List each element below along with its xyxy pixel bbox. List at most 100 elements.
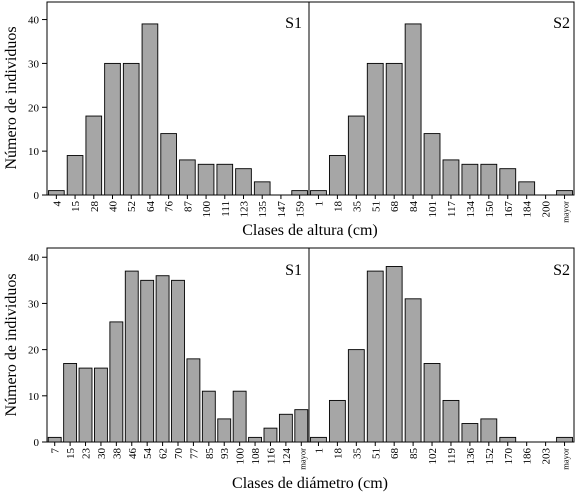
bar xyxy=(217,418,232,443)
bar xyxy=(404,23,422,196)
bar xyxy=(94,367,108,443)
panel-tag-top-right: S2 xyxy=(553,15,570,32)
x-tick-label: 117 xyxy=(446,201,458,218)
panel-bottom-right-bars: 1 18 35 51 68 85 102 119 136 152 170 186 203 mayor xyxy=(310,266,573,470)
bar xyxy=(248,436,262,443)
x-tick-label: 159 xyxy=(295,201,307,218)
x-tick-label: 1 xyxy=(313,448,325,454)
x-tick-label: 93 xyxy=(219,448,231,460)
bar xyxy=(366,62,384,196)
x-tick-label: 52 xyxy=(126,201,138,212)
x-tick-label: 124 xyxy=(281,448,293,465)
x-tick-label: 100 xyxy=(201,201,213,218)
x-tick-label: 40 xyxy=(108,201,120,213)
bar xyxy=(160,133,177,196)
x-tick-label: 134 xyxy=(465,201,477,218)
bar xyxy=(423,133,441,196)
bar xyxy=(556,436,573,443)
x-tick-label: 62 xyxy=(158,448,170,459)
x-tick-label: 7 xyxy=(50,448,62,454)
x-tick-label: 30 xyxy=(96,448,108,460)
bar xyxy=(63,363,78,443)
y-tick-label: 30 xyxy=(28,298,40,310)
x-tick-label: 46 xyxy=(127,448,139,460)
bar xyxy=(122,62,140,196)
bar xyxy=(385,266,403,443)
x-tick-label: 35 xyxy=(351,448,363,460)
y-tick-label: 20 xyxy=(28,345,40,357)
bar xyxy=(78,367,93,443)
x-tick-label: 184 xyxy=(522,201,534,218)
y-tick-label: 30 xyxy=(28,58,40,70)
bar xyxy=(263,427,278,443)
bar xyxy=(235,168,252,196)
bar xyxy=(140,279,155,443)
x-tick-label: 15 xyxy=(70,201,82,213)
bar xyxy=(141,23,159,196)
bar xyxy=(556,190,573,196)
bar xyxy=(232,390,247,443)
x-tick-label: mayor xyxy=(561,201,571,223)
y-tick-label: 10 xyxy=(28,391,40,403)
bar xyxy=(47,436,62,443)
x-tick-label: 76 xyxy=(164,201,176,213)
x-tick-label: 68 xyxy=(389,448,401,460)
panel-frame-top-right xyxy=(308,1,575,196)
x-tick-label: 100 xyxy=(235,448,247,465)
bar xyxy=(171,279,185,443)
x-tick-label: 102 xyxy=(427,448,439,465)
bar xyxy=(499,168,517,196)
bar xyxy=(201,390,216,443)
x-tick-label: 51 xyxy=(370,448,382,459)
bar xyxy=(347,349,365,443)
x-tick-label: 111 xyxy=(220,201,232,217)
x-tick-label: 170 xyxy=(503,448,515,465)
x-tick-label: 147 xyxy=(276,201,288,218)
y-axis-label-top: Número de individuos xyxy=(3,26,20,169)
bar xyxy=(124,270,139,443)
bar xyxy=(310,436,327,443)
y-axis-label-bottom: Número de individuos xyxy=(3,273,20,416)
x-tick-label: 18 xyxy=(332,448,344,460)
x-tick-label: 4 xyxy=(51,201,63,207)
x-tick-label: 85 xyxy=(408,448,420,460)
panel-tag-bottom-right: S2 xyxy=(553,262,570,279)
y-tick-label: 40 xyxy=(28,252,40,264)
x-tick-label: 150 xyxy=(484,201,496,218)
bar xyxy=(109,321,124,443)
bar xyxy=(328,155,346,196)
x-tick-label: 54 xyxy=(142,448,154,460)
bar xyxy=(385,62,403,196)
y-tick-label: 0 xyxy=(34,190,40,202)
x-tick-label: 135 xyxy=(257,201,269,218)
bar xyxy=(186,358,201,443)
bar xyxy=(85,115,103,196)
x-tick-label: 28 xyxy=(89,201,101,213)
bar xyxy=(278,413,293,443)
bar xyxy=(179,159,196,196)
bar xyxy=(347,115,365,196)
bar xyxy=(291,190,308,196)
x-tick-label: mayor xyxy=(561,448,571,470)
x-tick-label: 64 xyxy=(145,201,157,213)
y-tick-label: 40 xyxy=(28,15,40,27)
x-tick-label: 203 xyxy=(541,448,553,465)
bar xyxy=(442,399,460,443)
bar xyxy=(66,155,84,196)
x-tick-label: 186 xyxy=(522,448,534,465)
x-tick-label: 108 xyxy=(250,448,262,465)
panel-frame-bottom-right xyxy=(308,247,575,443)
bar xyxy=(480,163,498,196)
bar xyxy=(216,163,234,196)
x-axis-label-top: Clases de altura (cm) xyxy=(242,222,378,239)
x-tick-label: 1 xyxy=(313,201,325,207)
panel-top-left-bars: 0 10 20 30 40 4 15 28 40 52 64 76 87 100 111 123 135 147 1… xyxy=(28,15,308,218)
bar xyxy=(461,423,479,443)
x-tick-label: 200 xyxy=(541,201,553,218)
bar xyxy=(155,275,170,443)
bar xyxy=(366,270,384,443)
x-tick-label: 84 xyxy=(408,201,420,213)
